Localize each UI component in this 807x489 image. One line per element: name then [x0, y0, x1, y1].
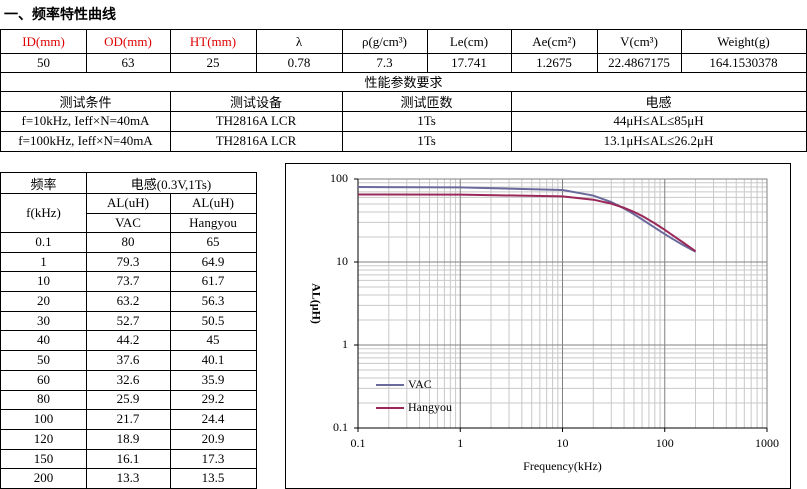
- header-cell: 测试条件: [0, 91, 171, 112]
- value-cell: 50: [0, 53, 87, 73]
- header-cell: AL(uH): [86, 193, 171, 214]
- freq-cell: 30: [0, 310, 87, 332]
- freq-cell: 120: [0, 429, 87, 450]
- value-cell: 17.3: [170, 448, 257, 470]
- x-tick-label: 0.1: [351, 436, 366, 450]
- y-tick-label: 100: [330, 171, 348, 185]
- value-cell: 29.2: [170, 389, 257, 411]
- header-cell: λ: [256, 29, 343, 54]
- value-cell: 61.7: [170, 271, 257, 293]
- value-cell: 79.3: [86, 251, 171, 273]
- value-cell: 24.4: [170, 409, 257, 430]
- y-tick-label: 1: [342, 337, 348, 351]
- value-cell: 64.9: [170, 251, 257, 273]
- requirement-cell: 44μH≤AL≤85μH: [511, 111, 807, 132]
- value-cell: 65: [170, 232, 257, 253]
- header-cell: 电感(0.3V,1Ts): [86, 172, 257, 194]
- freq-cell: 100: [0, 409, 87, 430]
- value-cell: 35.9: [170, 369, 257, 391]
- x-tick-label: 1: [457, 436, 463, 450]
- freq-cell: 60: [0, 369, 87, 391]
- value-cell: 25.9: [86, 389, 171, 411]
- header-cell: 测试匝数: [342, 91, 512, 112]
- x-axis-label: Frequency(kHz): [523, 459, 602, 473]
- value-cell: 25: [170, 53, 257, 73]
- x-tick-label: 100: [656, 436, 674, 450]
- header-cell: Le(cm): [427, 29, 512, 54]
- x-tick-label: 10: [557, 436, 569, 450]
- header-cell: 电感: [511, 91, 807, 112]
- value-cell: 13.5: [170, 468, 257, 489]
- header-cell: Weight(g): [681, 29, 807, 54]
- value-cell: 63.2: [86, 291, 171, 312]
- value-cell: 22.4867175: [597, 53, 682, 73]
- value-cell: 56.3: [170, 291, 257, 312]
- freq-cell: 80: [0, 389, 87, 411]
- header-cell: f(kHz): [0, 193, 87, 233]
- value-cell: 52.7: [86, 310, 171, 332]
- series-line: [357, 193, 697, 253]
- y-tick-label: 10: [336, 254, 348, 268]
- legend-label: Hangyou: [408, 400, 452, 414]
- value-cell: 45: [170, 330, 257, 352]
- x-tick-label: 1000: [755, 436, 779, 450]
- freq-cell: 40: [0, 330, 87, 352]
- freq-cell: 50: [0, 350, 87, 371]
- header-cell: Ae(cm²): [511, 29, 598, 54]
- header-cell: ρ(g/cm³): [342, 29, 428, 54]
- header-cell: 频率: [0, 172, 87, 194]
- requirement-cell: 1Ts: [342, 131, 512, 152]
- y-axis-label: AL(μH): [309, 283, 323, 324]
- value-cell: 18.9: [86, 429, 171, 450]
- value-cell: 1.2675: [511, 53, 598, 73]
- header-cell: Hangyou: [170, 213, 257, 233]
- freq-cell: 20: [0, 291, 87, 312]
- value-cell: 44.2: [86, 330, 171, 352]
- value-cell: 13.3: [86, 468, 171, 489]
- freq-cell: 150: [0, 448, 87, 470]
- header-cell: VAC: [86, 213, 171, 233]
- section-title: 一、频率特性曲线: [4, 8, 116, 23]
- header-cell: V(cm³): [597, 29, 682, 54]
- header-cell: OD(mm): [86, 29, 171, 54]
- header-cell: 测试设备: [170, 91, 343, 112]
- requirement-cell: 13.1μH≤AL≤26.2μH: [511, 131, 807, 152]
- legend-label: VAC: [408, 377, 432, 391]
- value-cell: 37.6: [86, 350, 171, 371]
- freq-cell: 200: [0, 468, 87, 489]
- value-cell: 63: [86, 53, 171, 73]
- requirement-cell: TH2816A LCR: [170, 131, 343, 152]
- value-cell: 0.78: [256, 53, 343, 73]
- freq-cell: 0.1: [0, 232, 87, 253]
- requirement-cell: 1Ts: [342, 111, 512, 132]
- value-cell: 16.1: [86, 448, 171, 470]
- value-cell: 73.7: [86, 271, 171, 293]
- value-cell: 17.741: [427, 53, 512, 73]
- value-cell: 50.5: [170, 310, 257, 332]
- section-header: 性能参数要求: [0, 72, 807, 92]
- requirement-cell: f=100kHz, Ieff×N=40mA: [0, 131, 171, 152]
- value-cell: 7.3: [342, 53, 428, 73]
- y-tick-label: 0.1: [333, 420, 348, 434]
- value-cell: 32.6: [86, 369, 171, 391]
- chart: 0.1 1 10 100 1000 0.1 1 10 100 Frequency(kHz) AL(μ…: [285, 163, 791, 489]
- freq-cell: 10: [0, 271, 87, 293]
- freq-cell: 1: [0, 251, 87, 273]
- requirement-cell: TH2816A LCR: [170, 111, 343, 132]
- value-cell: 21.7: [86, 409, 171, 430]
- value-cell: 164.1530378: [681, 53, 807, 73]
- value-cell: 40.1: [170, 350, 257, 371]
- requirement-cell: f=10kHz, Ieff×N=40mA: [0, 111, 171, 132]
- header-cell: ID(mm): [0, 29, 87, 54]
- series-line: [357, 186, 697, 253]
- value-cell: 20.9: [170, 429, 257, 450]
- header-cell: AL(uH): [170, 193, 257, 214]
- value-cell: 80: [86, 232, 171, 253]
- header-cell: HT(mm): [170, 29, 257, 54]
